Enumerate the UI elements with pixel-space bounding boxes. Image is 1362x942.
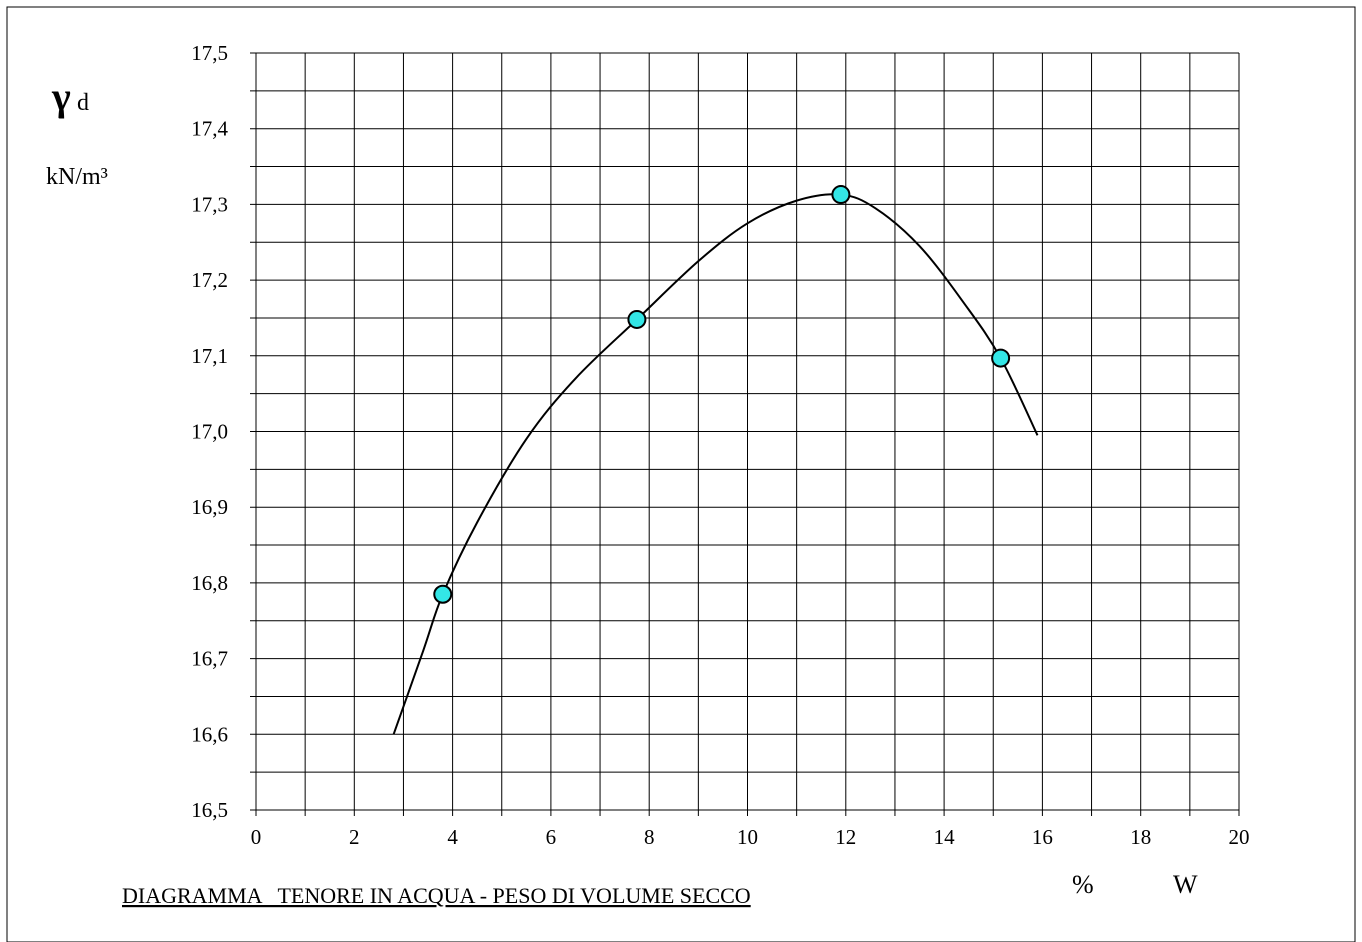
x-tick-label: 2 <box>349 825 360 849</box>
fit-curve <box>392 193 1039 735</box>
y-tick-label: 16,9 <box>191 495 228 519</box>
data-point <box>991 348 1011 368</box>
x-tick-label: 0 <box>251 825 262 849</box>
y-tick-label: 16,8 <box>191 571 228 595</box>
x-tick-label: 18 <box>1130 825 1151 849</box>
y-axis-unit: kN/m³ <box>46 164 108 190</box>
tick-labels: 0 2 4 6 8 10 12 14 16 18 20 17,5 17,4 17,3 17,2 17,1 17,… <box>191 41 1249 849</box>
data-point <box>627 309 647 329</box>
chart-frame <box>6 6 1356 942</box>
x-tick-label: 10 <box>737 825 758 849</box>
data-point <box>831 185 851 205</box>
y-tick-label: 17,3 <box>191 192 228 216</box>
x-axis-unit: % <box>1072 870 1094 899</box>
grid <box>250 52 1240 816</box>
x-tick-label: 16 <box>1032 825 1053 849</box>
data-point <box>433 584 453 604</box>
chart-title: DIAGRAMMA TENORE IN ACQUA - PESO DI VOLU… <box>122 883 751 908</box>
x-tick-label: 20 <box>1229 825 1250 849</box>
y-axis-subscript: d <box>77 90 89 116</box>
y-tick-label: 16,7 <box>191 647 228 671</box>
y-tick-label: 17,5 <box>191 41 228 65</box>
x-tick-label: 6 <box>546 825 557 849</box>
x-axis-symbol: W <box>1173 870 1198 899</box>
y-tick-label: 17,0 <box>191 420 228 444</box>
y-tick-label: 16,6 <box>191 722 228 746</box>
data-points <box>433 185 1011 604</box>
x-tick-label: 14 <box>934 825 956 849</box>
y-tick-label: 17,2 <box>191 268 228 292</box>
x-tick-label: 8 <box>644 825 655 849</box>
y-tick-label: 17,1 <box>191 344 228 368</box>
x-tick-label: 12 <box>835 825 856 849</box>
y-tick-label: 17,4 <box>191 117 228 141</box>
x-tick-label: 4 <box>447 825 458 849</box>
y-tick-label: 16,5 <box>191 798 228 822</box>
y-axis-symbol: γ <box>51 74 71 119</box>
